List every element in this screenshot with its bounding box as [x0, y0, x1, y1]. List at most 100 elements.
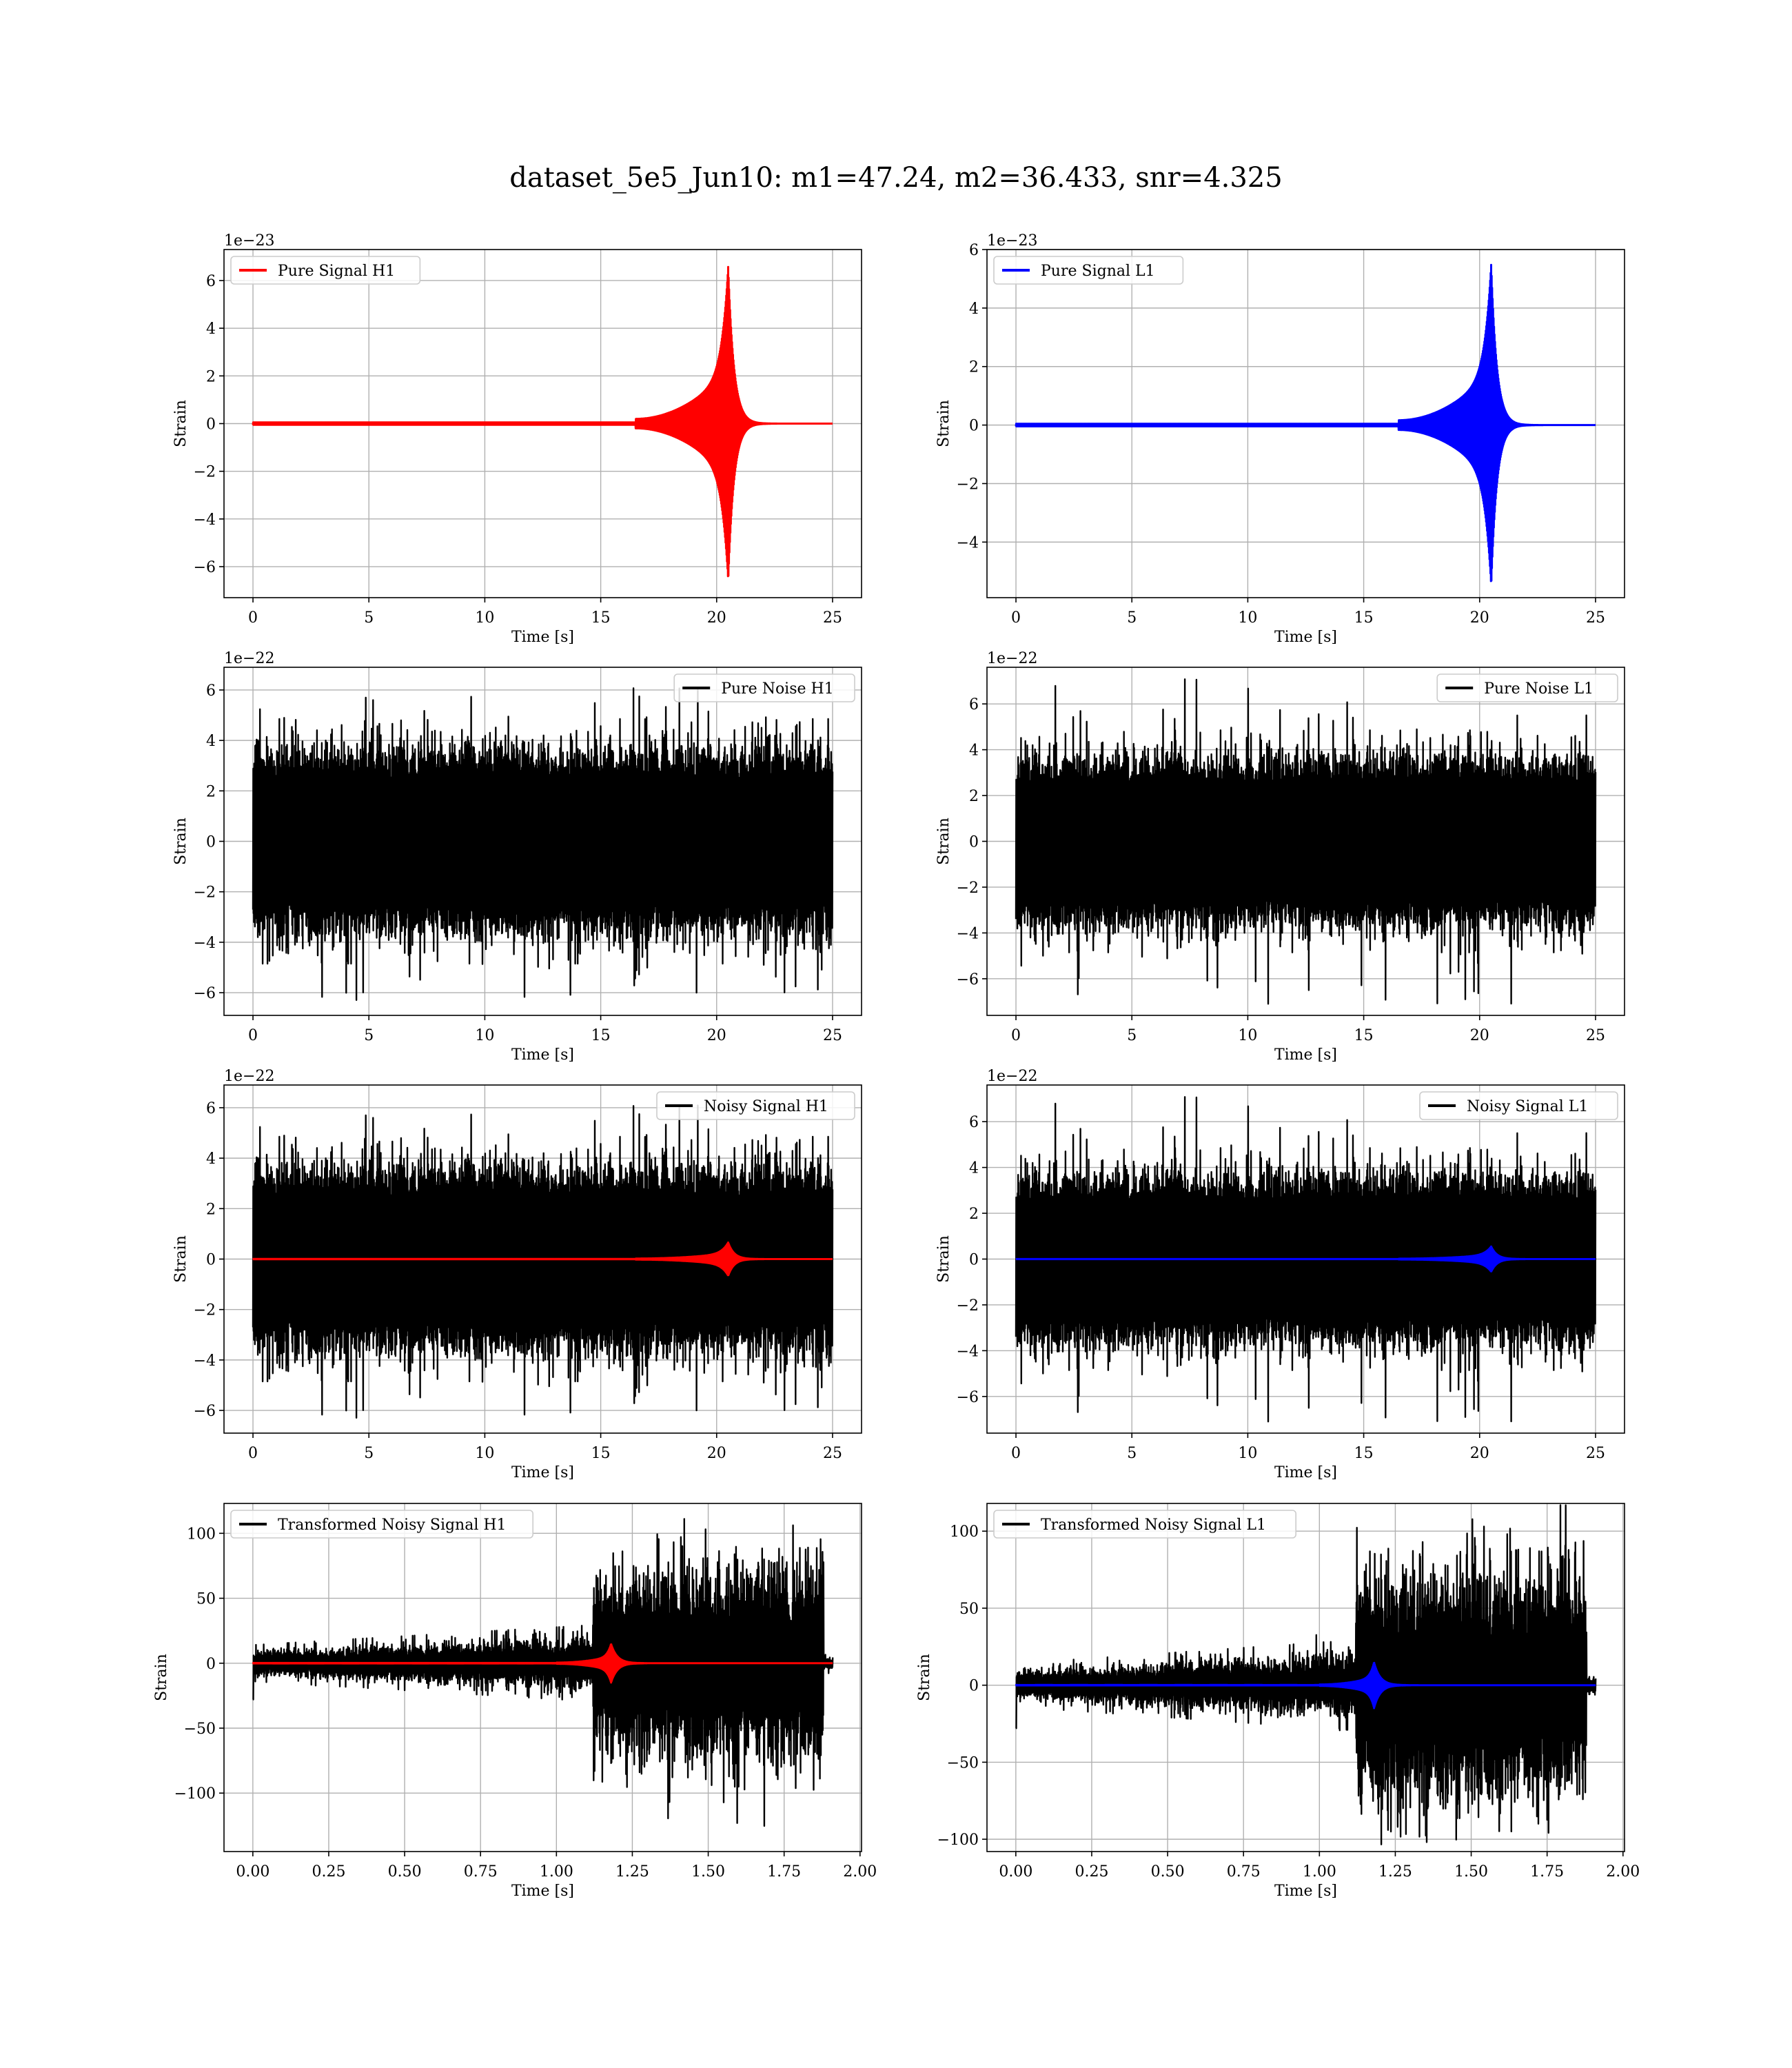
axes-frame [986, 249, 1625, 598]
x-tick-label: 1.25 [615, 1863, 649, 1881]
legend-label: Noisy Signal L1 [1467, 1098, 1588, 1115]
y-axis-label: Strain [935, 818, 953, 865]
x-tick-label: 0.00 [236, 1863, 269, 1881]
x-tick-label: 0.75 [1227, 1863, 1261, 1881]
series-line-noisy-signal-h1-overlay [252, 1241, 834, 1277]
legend-box [993, 1510, 1297, 1539]
axes-frame [986, 1503, 1625, 1852]
x-tick-label: 5 [364, 1027, 374, 1044]
y-axis-label: Strain [172, 400, 190, 447]
y-tick-label: −4 [194, 935, 216, 952]
y-tick-label: 50 [196, 1591, 216, 1608]
y-tick-label: 0 [969, 834, 979, 851]
x-tick-label: 2.00 [843, 1863, 877, 1881]
axis-offset-text: 1e−22 [987, 650, 1037, 667]
y-tick-label: −100 [937, 1832, 979, 1849]
x-tick-label: 0.25 [1075, 1863, 1108, 1881]
x-tick-label: 1.75 [767, 1863, 801, 1881]
x-axis-label: Time [s] [1274, 1883, 1337, 1900]
legend-label: Transformed Noisy Signal H1 [278, 1517, 507, 1534]
x-tick-label: 0.25 [312, 1863, 345, 1881]
legend-box [230, 1510, 534, 1539]
y-tick-label: −6 [194, 1403, 216, 1420]
y-tick-label: −50 [184, 1721, 216, 1738]
x-tick-label: 20 [707, 1445, 726, 1462]
y-tick-label: 0 [206, 1656, 216, 1673]
x-axis-label: Time [s] [1274, 1046, 1337, 1064]
series-line-pure-signal-h1 [252, 265, 834, 578]
x-tick-label: 1.50 [691, 1863, 725, 1881]
y-axis-label: Strain [916, 1654, 933, 1701]
legend-label: Pure Signal L1 [1041, 263, 1155, 280]
x-tick-label: 15 [591, 609, 611, 627]
y-tick-label: 4 [969, 1160, 979, 1177]
y-tick-label: 4 [206, 1150, 216, 1168]
legend-box [1436, 673, 1618, 702]
x-tick-label: 20 [707, 1027, 726, 1044]
axis-offset-text: 1e−22 [224, 650, 274, 667]
x-tick-label: 15 [1354, 1027, 1374, 1044]
x-tick-label: 0 [248, 609, 258, 627]
x-tick-label: 0 [248, 1445, 258, 1462]
x-axis-label: Time [s] [1274, 629, 1337, 646]
y-tick-label: 0 [969, 1678, 979, 1695]
series-line-noisy-signal-l1-overlay [1015, 1245, 1597, 1273]
y-tick-label: −4 [957, 534, 979, 551]
x-tick-label: 20 [1470, 1027, 1489, 1044]
y-tick-label: −2 [957, 880, 979, 897]
legend-box [230, 256, 421, 285]
legend-label: Pure Signal H1 [278, 263, 395, 280]
x-tick-label: 25 [823, 609, 842, 627]
x-tick-label: 5 [1127, 609, 1137, 627]
x-axis-label: Time [s] [511, 1464, 574, 1481]
y-tick-label: −2 [194, 464, 216, 481]
legend-box [1419, 1091, 1618, 1120]
y-tick-label: 4 [969, 301, 979, 318]
y-tick-label: 6 [206, 682, 216, 700]
figure-title: dataset_5e5_Jun10: m1=47.24, m2=36.433, … [509, 162, 1282, 194]
series-line-transformed-noisy-signal-l1-overlay [1015, 1661, 1597, 1710]
x-axis-label: Time [s] [511, 629, 574, 646]
x-tick-label: 5 [364, 1445, 374, 1462]
x-tick-label: 1.00 [1303, 1863, 1336, 1881]
subplot-transformed-noisy-signal-l1: 0.00 0.25 0.50 0.75 1.00 1.25 1.50 1.75 2.00 −100… [916, 1503, 1640, 1900]
y-tick-label: 0 [969, 418, 979, 435]
y-axis-label: Strain [935, 400, 953, 447]
x-tick-label: 5 [1127, 1445, 1137, 1462]
y-tick-label: −2 [194, 884, 216, 902]
x-tick-label: 10 [1238, 1445, 1257, 1462]
y-tick-label: 2 [206, 1201, 216, 1218]
x-tick-label: 5 [364, 609, 374, 627]
series-line-pure-noise-h1 [252, 687, 834, 1001]
x-tick-label: 25 [1586, 1445, 1605, 1462]
y-axis-label: Strain [172, 1235, 190, 1283]
series-line-noisy-signal-h1 [252, 1104, 834, 1419]
y-tick-label: 2 [969, 359, 979, 376]
y-tick-label: 6 [206, 273, 216, 290]
y-tick-label: 2 [969, 788, 979, 805]
subplot-pure-noise-l1: 0 5 10 15 20 25 −6 −4 −2 0 2 4 6 1e−22 Time [s] Strain P… [935, 650, 1625, 1064]
subplot-pure-signal-h1: 0 5 10 15 20 25 −6 −4 −2 0 2 4 6 1e−23 Time [s] Strain P… [172, 232, 862, 646]
x-tick-label: 1.00 [540, 1863, 573, 1881]
x-tick-label: 2.00 [1606, 1863, 1640, 1881]
y-tick-label: −2 [957, 476, 979, 493]
x-tick-label: 0.50 [388, 1863, 422, 1881]
x-tick-label: 10 [475, 609, 494, 627]
axes-frame [223, 1503, 862, 1852]
x-tick-label: 20 [707, 609, 726, 627]
y-tick-label: −6 [957, 1389, 979, 1406]
x-tick-label: 0.50 [1151, 1863, 1185, 1881]
x-tick-label: 20 [1470, 609, 1489, 627]
y-tick-label: −4 [957, 925, 979, 942]
y-tick-label: −2 [194, 1302, 216, 1319]
y-tick-label: −2 [957, 1297, 979, 1315]
y-tick-label: 2 [969, 1206, 979, 1223]
series-line-pure-noise-l1 [1015, 678, 1597, 1005]
y-tick-label: 0 [206, 834, 216, 851]
series-line-transformed-noisy-signal-l1 [1015, 1504, 1597, 1845]
subplot-noisy-signal-h1: 0 5 10 15 20 25 −6 −4 −2 0 2 4 6 1e−22 Time [s] Strain N… [172, 1068, 862, 1481]
y-tick-label: 6 [206, 1100, 216, 1117]
x-axis-label: Time [s] [511, 1883, 574, 1900]
subplot-pure-signal-l1: 0 5 10 15 20 25 −4 −2 0 2 4 6 1e−23 Time [s] Strain Pur… [935, 232, 1625, 646]
y-tick-label: 2 [206, 368, 216, 385]
